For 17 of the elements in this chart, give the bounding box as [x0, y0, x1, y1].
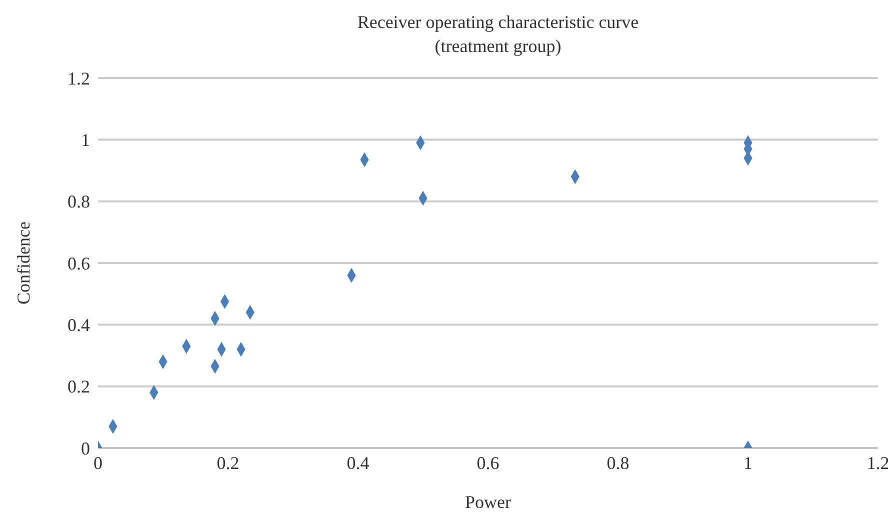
x-tick-label: 0.2 — [216, 452, 240, 473]
x-tick-label: 0 — [94, 452, 102, 473]
y-tick-label: 0.2 — [68, 376, 90, 397]
chart-title: Receiver operating characteristic curve (treatment group) — [356, 11, 640, 58]
y-tick-label: 0.4 — [68, 315, 90, 336]
x-tick-label: 1 — [744, 452, 752, 473]
y-tick-label: 0.6 — [68, 253, 90, 274]
y-axis-title: Confidence — [13, 222, 34, 304]
y-tick-label: 0.8 — [68, 192, 90, 212]
x-axis-title: Power — [465, 492, 511, 512]
x-tick-label: 0.6 — [476, 452, 500, 473]
y-tick-label: 1 — [81, 130, 90, 150]
x-tick-label: 0.8 — [606, 452, 630, 473]
y-tick-label: 1.2 — [68, 68, 90, 88]
x-tick-label: 1.2 — [866, 452, 890, 473]
y-tick-label: 0 — [81, 438, 90, 458]
x-tick-label: 0.4 — [346, 452, 370, 473]
